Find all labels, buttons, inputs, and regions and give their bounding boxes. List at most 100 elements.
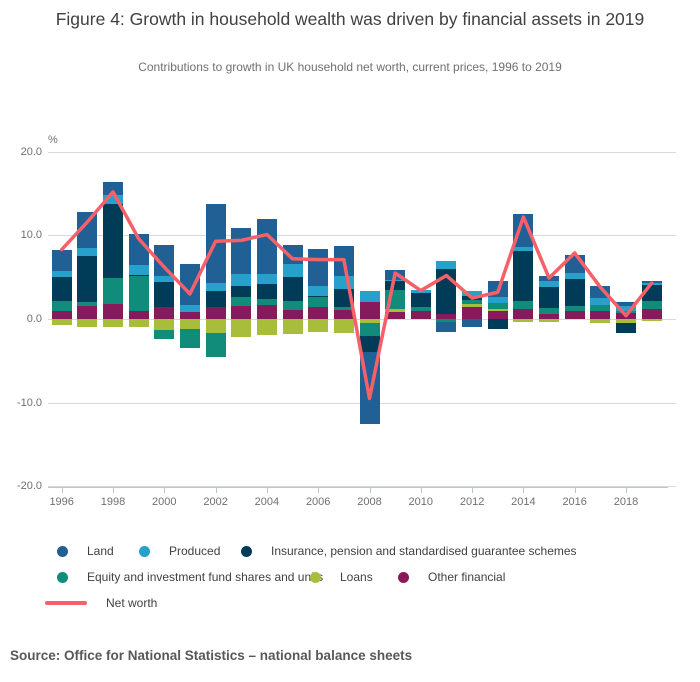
bar-segment-produced <box>539 280 560 288</box>
bar-segment-equity <box>154 329 175 340</box>
bar-segment-loans <box>179 319 200 330</box>
bar-segment-insurance <box>462 296 483 300</box>
bar-segment-equity <box>462 299 483 304</box>
bar-segment-loans <box>462 303 483 308</box>
bar-segment-insurance <box>308 295 329 298</box>
bar-segment-insurance <box>77 256 98 303</box>
bar-segment-equity <box>513 301 534 309</box>
y-tick-label: 10.0 <box>20 229 42 242</box>
bar-segment-land <box>282 245 303 264</box>
bar-segment-equity <box>487 303 508 309</box>
legend-item-insurance: Insurance, pension and standardised guar… <box>241 544 577 558</box>
legend-label: Other financial <box>428 570 506 584</box>
x-tick-mark <box>61 488 63 493</box>
bar-segment-land <box>513 214 534 248</box>
bar-segment-produced <box>308 285 329 296</box>
bar-segment-other_financial <box>51 310 72 319</box>
legend-item-net-worth: Net worth <box>45 596 157 610</box>
bar-segment-land <box>308 248 329 286</box>
legend-item-equity: Equity and investment fund shares and un… <box>57 570 323 584</box>
bar-segment-loans <box>103 319 123 328</box>
bar-segment-loans <box>385 308 406 313</box>
bar-segment-loans <box>333 319 354 334</box>
bar-segment-land <box>333 246 354 276</box>
x-tick-label: 2006 <box>305 496 331 508</box>
legend-label: Produced <box>169 544 221 558</box>
bar-segment-land <box>539 276 560 281</box>
bar-segment-equity <box>410 307 431 312</box>
plot-area: 20.0 10.0 0.0 -10.0 -20.0 1996 1998 2000 2002 200… <box>0 130 700 530</box>
bar-segment-land <box>128 233 149 265</box>
bar-segment-produced <box>179 304 200 313</box>
bar-segment-loans <box>51 319 72 325</box>
bar-segment-other_financial <box>128 310 149 319</box>
bar-segment-insurance <box>487 319 508 330</box>
legend-item-produced: Produced <box>139 544 220 558</box>
bar-segment-equity <box>103 278 123 304</box>
x-tick-mark <box>164 488 166 493</box>
bar-segment-loans <box>487 308 508 312</box>
bar-segment-loans <box>641 319 662 321</box>
bar-segment-equity <box>128 276 149 311</box>
y-tick-label: 20.0 <box>20 145 42 158</box>
bar-segment-loans <box>256 319 277 335</box>
bar-segment-produced <box>436 261 457 269</box>
bar-segment-equity <box>333 307 354 310</box>
net-worth-line-swatch-icon <box>45 601 87 605</box>
bar-segment-produced <box>564 273 585 279</box>
bar-segment-insurance <box>231 286 252 298</box>
bar-segment-equity <box>205 333 226 358</box>
y-tick-label: -10.0 <box>16 396 42 409</box>
bar-segment-produced <box>385 279 406 282</box>
bar-segment-land <box>205 203 226 284</box>
bar-segment-other_financial <box>410 311 431 319</box>
x-axis-line <box>48 487 668 488</box>
x-tick-label: 2014 <box>511 496 536 508</box>
bar-segment-other_financial <box>487 311 508 319</box>
bar-segment-equity <box>641 300 662 309</box>
x-tick-mark <box>574 488 576 493</box>
legend-item-loans: Loans <box>310 570 373 584</box>
produced-swatch-icon <box>139 545 150 557</box>
bar-segment-other_financial <box>641 308 662 319</box>
x-tick-mark <box>266 488 268 493</box>
bar-segment-produced <box>462 290 483 297</box>
bar-segment-equity <box>385 289 406 309</box>
bar-segment-insurance <box>205 291 226 308</box>
bar-segment-other_financial <box>282 309 303 319</box>
bar-segment-loans <box>308 319 329 332</box>
bar-segment-land <box>256 219 277 274</box>
bar-segment-land <box>616 302 636 307</box>
bar-segment-equity <box>308 297 329 308</box>
bar-segment-insurance <box>103 204 123 278</box>
bar-segment-produced <box>77 247 98 257</box>
bar-segment-loans <box>539 319 560 323</box>
loans-swatch-icon <box>310 571 321 583</box>
bar-segment-produced <box>641 283 662 285</box>
bar-segment-loans <box>205 319 226 334</box>
bar-segment-land <box>154 244 175 277</box>
bar-segment-equity <box>51 301 72 311</box>
bar-segment-insurance <box>256 283 277 299</box>
bar-segment-loans <box>231 319 252 338</box>
gridline <box>48 486 676 488</box>
bar-segment-land <box>487 280 508 298</box>
bar-segment-other_financial <box>77 306 98 319</box>
bar-segment-produced <box>231 273 252 287</box>
x-tick-label: 2012 <box>459 496 485 508</box>
x-tick-label: 2002 <box>203 496 228 508</box>
bar-segment-insurance <box>564 278 585 306</box>
bar-segment-land <box>641 280 662 284</box>
bar-segment-land <box>179 263 200 305</box>
bar-segment-loans <box>128 319 149 327</box>
bar-segment-land <box>590 285 611 299</box>
x-tick-mark <box>369 488 371 493</box>
bar-segment-equity <box>231 297 252 306</box>
bar-segment-other_financial <box>308 307 329 319</box>
bar-segment-insurance <box>282 277 303 301</box>
bar-segment-produced <box>128 264 149 275</box>
bar-segment-equity <box>77 302 98 307</box>
bar-segment-produced <box>154 276 175 283</box>
other-financial-swatch-icon <box>398 571 409 583</box>
equity-swatch-icon <box>57 571 68 583</box>
